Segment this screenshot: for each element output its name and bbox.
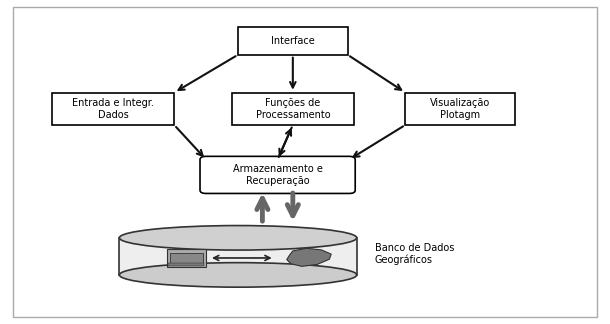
Text: Funções de
Processamento: Funções de Processamento: [256, 98, 330, 120]
Text: Banco de Dados
Geográficos: Banco de Dados Geográficos: [375, 243, 454, 265]
FancyBboxPatch shape: [52, 93, 174, 125]
FancyBboxPatch shape: [406, 93, 515, 125]
FancyBboxPatch shape: [238, 27, 348, 55]
Bar: [168, 263, 204, 266]
Text: Interface: Interface: [271, 36, 315, 46]
Bar: [120, 238, 357, 275]
Bar: [170, 253, 203, 263]
Text: Visualização
Plotagm: Visualização Plotagm: [430, 98, 490, 120]
FancyBboxPatch shape: [232, 93, 354, 125]
Polygon shape: [287, 248, 331, 266]
Ellipse shape: [120, 263, 357, 287]
FancyBboxPatch shape: [200, 156, 355, 193]
Text: Armazenamento e
Recuperação: Armazenamento e Recuperação: [232, 164, 323, 186]
Ellipse shape: [120, 226, 357, 250]
Bar: [167, 249, 206, 267]
FancyBboxPatch shape: [13, 7, 597, 317]
Text: Entrada e Integr.
Dados: Entrada e Integr. Dados: [73, 98, 154, 120]
